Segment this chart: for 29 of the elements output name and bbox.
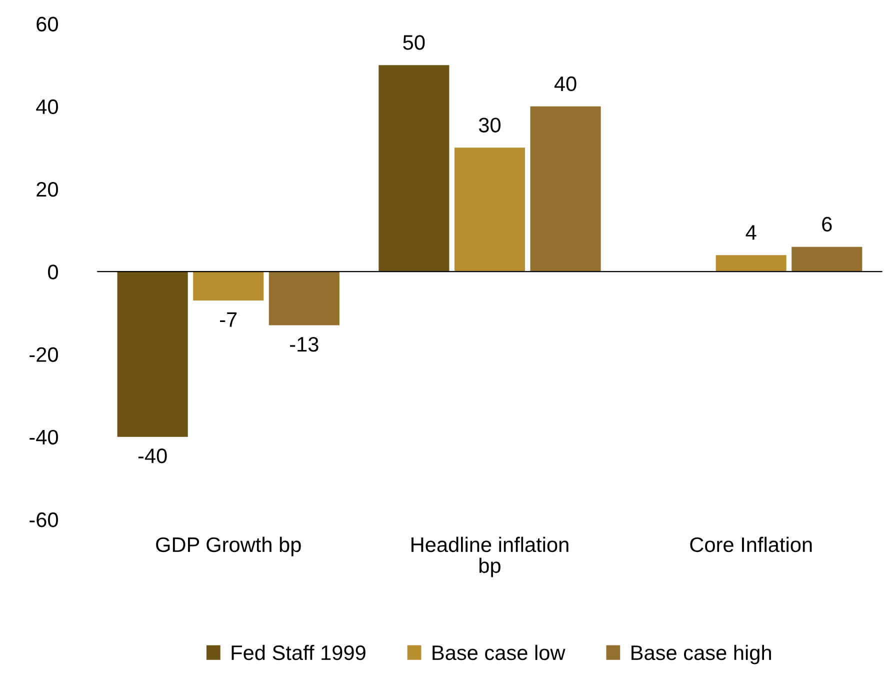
bar bbox=[530, 106, 601, 272]
x-tick-label: Headline inflation bp bbox=[412, 536, 568, 578]
data-label: -7 bbox=[220, 312, 237, 327]
y-tick-label: -40 bbox=[30, 430, 58, 445]
bar bbox=[193, 272, 264, 301]
data-label: 30 bbox=[478, 118, 501, 132]
y-tick-label: 0 bbox=[48, 264, 58, 280]
legend-label: Fed Staff 1999 bbox=[232, 644, 366, 660]
bar bbox=[716, 255, 786, 272]
bar bbox=[792, 246, 862, 272]
legend-label: Base case low bbox=[432, 644, 566, 660]
y-tick-label: 60 bbox=[36, 16, 58, 32]
bar bbox=[454, 148, 526, 272]
y-tick-label: 20 bbox=[36, 182, 58, 197]
data-label: 50 bbox=[403, 35, 425, 50]
y-tick-label: -20 bbox=[30, 347, 58, 362]
data-label: -40 bbox=[138, 448, 167, 464]
legend-label: Base case high bbox=[632, 644, 771, 664]
y-tick-label: -60 bbox=[30, 512, 58, 528]
bar bbox=[268, 272, 340, 326]
x-tick-label: Core Inflation bbox=[690, 536, 812, 552]
y-tick-label: 40 bbox=[36, 99, 58, 114]
data-label: -13 bbox=[290, 336, 318, 352]
data-label: 4 bbox=[746, 225, 756, 240]
x-tick-label: GDP Growth bp bbox=[156, 536, 301, 556]
bar bbox=[378, 65, 450, 272]
data-label: 40 bbox=[554, 76, 576, 92]
data-label: 6 bbox=[822, 216, 832, 232]
bar bbox=[117, 272, 188, 437]
